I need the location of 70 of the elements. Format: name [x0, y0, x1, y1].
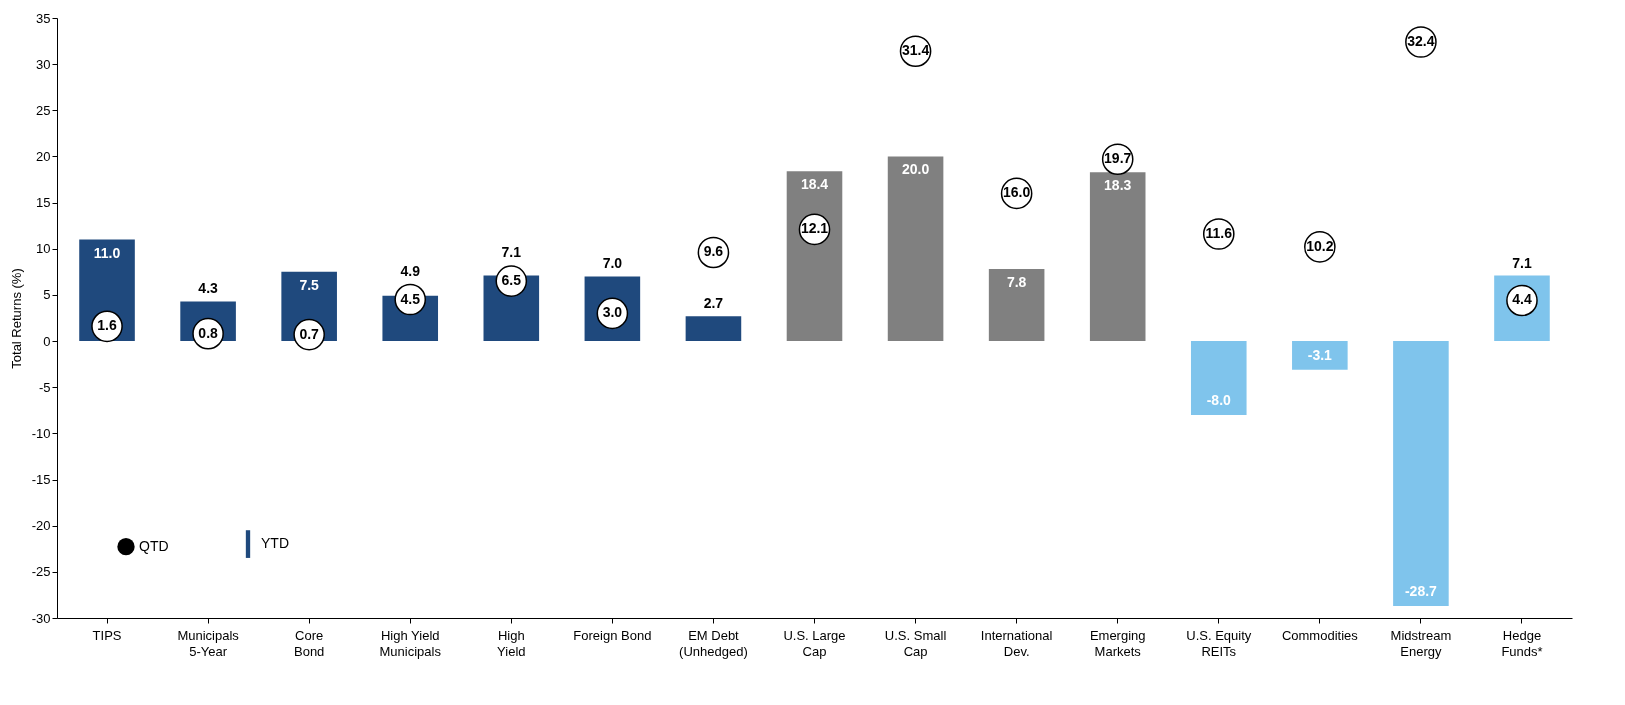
x-tick-label: Foreign Bond — [573, 627, 652, 643]
data-label: 7.1 — [1512, 254, 1532, 271]
data-label: 6.5 — [501, 272, 522, 289]
y-tick-label: 15 — [36, 195, 51, 211]
y-tick-label: 10 — [36, 241, 51, 257]
bar — [1089, 172, 1146, 342]
x-tick-label: Hedge Funds* — [1501, 627, 1543, 659]
x-tick-label: Commodities — [1281, 627, 1359, 643]
data-label: 10.2 — [1306, 237, 1334, 254]
y-tick-label: -5 — [38, 379, 51, 395]
y-tick-label: -25 — [31, 564, 51, 580]
y-tick-label: 30 — [36, 56, 51, 72]
data-label: 20.0 — [901, 161, 930, 178]
data-label: 18.3 — [1104, 177, 1132, 194]
y-tick-label: 35 — [36, 10, 51, 26]
bar — [1292, 341, 1348, 370]
data-label: 7.1 — [501, 244, 522, 261]
y-tick-label: -20 — [31, 518, 51, 534]
data-label: 4.5 — [400, 290, 421, 307]
bar — [786, 171, 843, 342]
bar — [1393, 341, 1449, 606]
x-tick-label: EM Debt (Unhedged) — [679, 627, 748, 659]
x-tick-label: U.S. Equity REITs — [1186, 627, 1252, 659]
legend-label: YTD — [261, 535, 289, 552]
bar — [887, 156, 944, 342]
bar — [1190, 341, 1247, 415]
x-tick-label: Midstream Energy — [1390, 627, 1452, 659]
y-tick-label: -15 — [31, 472, 51, 488]
x-tick-label: High Yield — [497, 627, 526, 659]
data-label: 11.0 — [93, 244, 121, 261]
x-tick-label: TIPS — [92, 627, 122, 643]
bar — [988, 269, 1045, 342]
data-label: 7.8 — [1006, 274, 1027, 291]
data-label: 9.6 — [703, 243, 724, 260]
y-tick-label: 5 — [43, 287, 51, 303]
x-tick-label: Emerging Markets — [1089, 627, 1146, 659]
data-label: 7.0 — [602, 255, 623, 272]
data-label: 19.7 — [1104, 150, 1132, 167]
data-label: 0.7 — [299, 325, 320, 342]
legend-label: QTD — [139, 537, 169, 554]
y-tick-label: -10 — [31, 425, 51, 441]
y-tick-label: 20 — [36, 148, 51, 164]
data-label: 18.4 — [800, 176, 829, 193]
x-tick-label: U.S. Small Cap — [884, 627, 947, 659]
data-label: 3.0 — [602, 304, 623, 321]
data-label: -8.0 — [1206, 391, 1232, 408]
data-label: 16.0 — [1003, 184, 1031, 201]
data-label: -3.1 — [1307, 346, 1333, 363]
data-label: 4.9 — [400, 262, 421, 279]
y-axis-title: Total Returns (%) — [8, 268, 24, 369]
data-label: 11.6 — [1205, 225, 1233, 241]
data-label: 2.7 — [703, 295, 724, 312]
bar — [685, 316, 742, 342]
data-label: 4.3 — [198, 280, 219, 297]
data-label: 7.5 — [299, 276, 320, 293]
x-tick-label: Municipals 5-Year — [177, 627, 240, 659]
data-label: 4.4 — [1512, 291, 1532, 308]
y-tick-label: 0 — [43, 333, 51, 349]
x-tick-label: U.S. Large Cap — [783, 627, 846, 659]
x-tick-label: International Dev. — [980, 627, 1053, 659]
y-tick-label: 25 — [36, 102, 51, 118]
data-label: 32.4 — [1407, 33, 1435, 49]
data-label: 31.4 — [901, 42, 930, 59]
y-tick-label: -30 — [31, 610, 51, 626]
data-label: 0.8 — [198, 324, 219, 341]
x-tick-label: High Yield Municipals — [379, 627, 442, 659]
data-label: 12.1 — [800, 220, 829, 237]
x-tick-label: Core Bond — [293, 627, 325, 659]
data-label: -28.7 — [1404, 583, 1438, 599]
data-label: 1.6 — [97, 317, 117, 334]
